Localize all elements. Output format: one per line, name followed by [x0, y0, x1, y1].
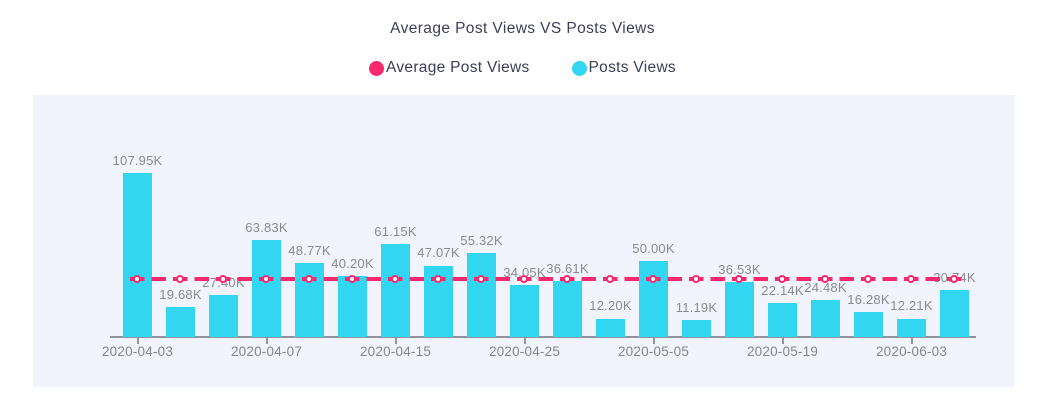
average-line-marker — [606, 274, 614, 283]
x-axis-tick — [781, 338, 784, 344]
bar[interactable] — [854, 312, 883, 337]
bar-value-label: 22.14K — [761, 283, 804, 299]
average-line-marker — [563, 274, 571, 283]
bar-value-label: 48.77K — [288, 242, 331, 258]
bar[interactable] — [811, 299, 840, 337]
average-line-marker — [262, 274, 270, 283]
bar[interactable] — [295, 262, 324, 337]
x-axis-label: 2020-04-25 — [488, 344, 561, 359]
bar-value-label: 19.68K — [159, 287, 202, 303]
bar[interactable] — [725, 281, 754, 337]
average-line-marker — [176, 274, 184, 283]
average-line-marker — [907, 274, 915, 283]
bar-value-label: 36.53K — [718, 261, 761, 277]
bar-value-label: 36.61K — [546, 261, 589, 277]
average-line-marker — [692, 274, 700, 283]
bar[interactable] — [209, 295, 238, 337]
average-line-marker — [133, 274, 141, 283]
average-line-marker — [434, 274, 442, 283]
average-line — [129, 277, 963, 282]
x-axis-tick — [910, 338, 913, 344]
bar-value-label: 47.07K — [417, 245, 460, 261]
x-axis-label: 2020-04-15 — [359, 344, 432, 359]
bar-value-label: 34.05K — [503, 265, 546, 281]
x-axis-label: 2020-05-05 — [617, 344, 690, 359]
legend-item-average-post-views[interactable]: Average Post Views — [369, 59, 530, 77]
bar[interactable] — [467, 253, 496, 337]
legend-dot-average-post-views-icon — [369, 60, 384, 76]
bar[interactable] — [682, 320, 711, 337]
bar[interactable] — [166, 307, 195, 337]
average-line-marker — [864, 274, 872, 283]
x-axis-tick — [394, 338, 397, 344]
average-line-marker — [305, 274, 313, 283]
x-axis-label: 2020-04-03 — [101, 344, 174, 359]
bar[interactable] — [510, 285, 539, 337]
average-line-marker — [649, 274, 657, 283]
average-line-marker — [735, 274, 743, 283]
legend-label: Average Post Views — [386, 59, 530, 76]
x-axis-line — [110, 336, 976, 338]
x-axis-label: 2020-05-19 — [746, 344, 819, 359]
bar[interactable] — [123, 173, 152, 337]
average-line-marker — [520, 274, 528, 283]
plot-area: 107.95K19.68K27.40K63.83K48.77K40.20K61.… — [33, 95, 1015, 387]
bar[interactable] — [639, 261, 668, 337]
bar-value-label: 55.32K — [460, 232, 503, 248]
average-line-marker — [950, 274, 958, 283]
bar-value-label: 40.20K — [331, 255, 374, 271]
chart-panel: 107.95K19.68K27.40K63.83K48.77K40.20K61.… — [33, 95, 1015, 387]
x-axis-tick — [265, 338, 268, 344]
bar[interactable] — [768, 303, 797, 337]
chart-title: Average Post Views VS Posts Views — [390, 20, 655, 37]
bar[interactable] — [338, 275, 367, 337]
bar-value-label: 11.19K — [675, 299, 718, 315]
bar[interactable] — [897, 318, 926, 337]
x-axis-tick — [523, 338, 526, 344]
x-axis-tick — [136, 338, 139, 344]
x-axis-label: 2020-06-03 — [875, 344, 948, 359]
legend-label: Posts Views — [588, 59, 676, 76]
average-line-marker — [477, 274, 485, 283]
legend-dot-posts-views-icon — [571, 60, 587, 76]
average-line-marker — [821, 274, 829, 283]
average-line-marker — [778, 274, 786, 283]
average-line-marker — [391, 274, 399, 283]
x-axis-label: 2020-04-07 — [230, 344, 303, 359]
legend-item-posts-views[interactable]: Posts Views — [571, 59, 676, 77]
bar-value-label: 63.83K — [245, 220, 288, 236]
bar-value-label: 50.00K — [632, 241, 675, 257]
average-line-marker — [348, 274, 356, 283]
bar[interactable] — [596, 318, 625, 337]
bar[interactable] — [252, 240, 281, 337]
bar[interactable] — [553, 281, 582, 337]
bar[interactable] — [381, 244, 410, 337]
x-axis-tick — [652, 338, 655, 344]
average-line-marker — [219, 274, 227, 283]
bar-value-label: 107.95K — [112, 153, 163, 168]
bar-value-label: 24.48K — [804, 279, 847, 295]
bar-value-label: 61.15K — [374, 224, 417, 240]
bar-value-label: 12.21K — [890, 298, 933, 314]
bar-value-label: 12.20K — [589, 298, 632, 314]
bar[interactable] — [940, 290, 969, 337]
bar-value-label: 16.28K — [847, 292, 890, 308]
legend: Average Post Views Posts Views — [0, 59, 1045, 77]
